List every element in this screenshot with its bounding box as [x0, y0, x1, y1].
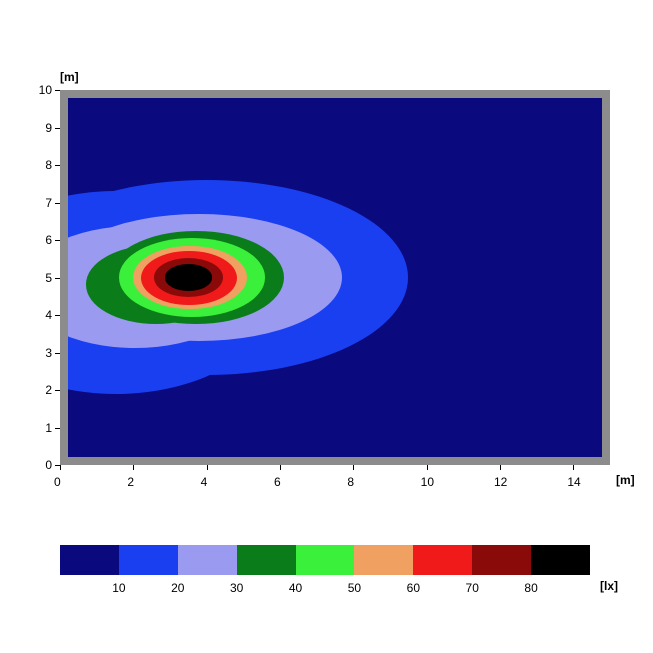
x-tick-mark [133, 465, 134, 470]
plot-border [60, 90, 610, 465]
y-tick-mark [55, 390, 60, 391]
y-unit-label: [m] [60, 70, 79, 84]
x-tick-mark [353, 465, 354, 470]
x-tick: 6 [274, 475, 281, 489]
x-tick-mark [427, 465, 428, 470]
colorbar-swatch [531, 545, 590, 575]
colorbar-tick: 10 [112, 581, 125, 595]
y-tick: 9 [45, 121, 52, 135]
colorbar-swatch [178, 545, 237, 575]
colorbar [60, 545, 590, 575]
x-tick-mark [60, 465, 61, 470]
colorbar-tick: 30 [230, 581, 243, 595]
colorbar-swatch [354, 545, 413, 575]
x-tick: 12 [494, 475, 507, 489]
y-tick: 8 [45, 158, 52, 172]
y-tick: 0 [45, 458, 52, 472]
x-tick-mark [207, 465, 208, 470]
y-tick-mark [55, 128, 60, 129]
x-tick: 14 [567, 475, 580, 489]
y-tick: 3 [45, 346, 52, 360]
y-tick-mark [55, 428, 60, 429]
x-tick-mark [573, 465, 574, 470]
colorbar-swatch [119, 545, 178, 575]
y-tick-mark [55, 278, 60, 279]
colorbar-swatch [60, 545, 119, 575]
y-tick: 10 [39, 83, 52, 97]
x-tick-mark [500, 465, 501, 470]
figure-container: [m] 012345678910 02468101214 [m] 1020304… [0, 0, 653, 653]
colorbar-tick: 40 [289, 581, 302, 595]
colorbar-tick: 50 [348, 581, 361, 595]
y-tick-mark [55, 315, 60, 316]
x-tick: 2 [127, 475, 134, 489]
colorbar-tick: 80 [524, 581, 537, 595]
colorbar-tick: 70 [466, 581, 479, 595]
y-tick-mark [55, 165, 60, 166]
colorbar-tick: 20 [171, 581, 184, 595]
y-tick: 5 [45, 271, 52, 285]
colorbar-tick: 60 [407, 581, 420, 595]
y-tick: 4 [45, 308, 52, 322]
x-tick: 8 [347, 475, 354, 489]
x-tick: 10 [421, 475, 434, 489]
colorbar-swatch [237, 545, 296, 575]
colorbar-swatch [472, 545, 531, 575]
x-tick: 0 [54, 475, 61, 489]
x-unit-label: [m] [616, 473, 635, 487]
y-tick: 7 [45, 196, 52, 210]
colorbar-unit-label: [lx] [600, 579, 618, 593]
y-tick: 1 [45, 421, 52, 435]
colorbar-swatch [413, 545, 472, 575]
colorbar-swatch [296, 545, 355, 575]
y-tick-mark [55, 203, 60, 204]
x-tick: 4 [201, 475, 208, 489]
y-tick-mark [55, 90, 60, 91]
y-tick: 6 [45, 233, 52, 247]
y-tick-mark [55, 353, 60, 354]
y-tick-mark [55, 240, 60, 241]
y-tick: 2 [45, 383, 52, 397]
x-tick-mark [280, 465, 281, 470]
